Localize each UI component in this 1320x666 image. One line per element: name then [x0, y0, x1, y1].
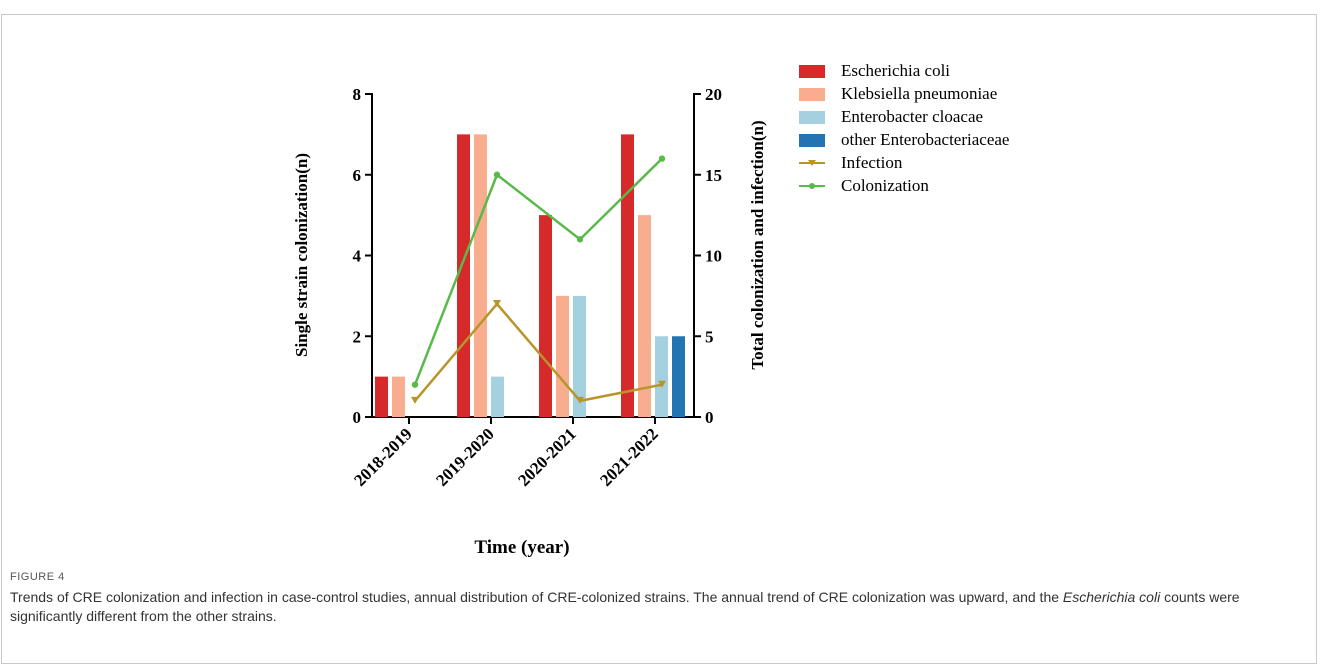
point-infection-2021-2022: [658, 380, 666, 388]
left-tick-label-6: 6: [353, 166, 362, 185]
line-group: [411, 155, 666, 404]
point-infection-2019-2020: [493, 299, 501, 307]
legend-label-colonization: Colonization: [841, 176, 929, 195]
point-colonization-2021-2022: [658, 155, 666, 162]
legend-label-infection: Infection: [841, 153, 903, 172]
bar-other-enterobacteriaceae-2021-2022: [672, 336, 685, 417]
bar-klebsiella-pneumoniae-2021-2022: [638, 215, 651, 417]
bar-klebsiella-pneumoniae-2018-2019: [392, 376, 405, 417]
figure-caption: FIGURE 4 Trends of CRE colonization and …: [10, 571, 1310, 626]
left-tick-label-8: 8: [353, 85, 362, 104]
caption-italic-species: Escherichia coli: [1062, 589, 1161, 605]
chart-axes: 0 2 4 6 8 0 5 10 15 20 2018-2019 2019-2020 2020-2021…: [292, 85, 767, 558]
chart-legend: Escherichia coli Klebsiella pneumoniae Ent…: [799, 61, 1009, 195]
x-tick-label-2021-2022: 2021-2022: [596, 424, 662, 490]
bar-enterobacter-cloacae-2020-2021: [573, 295, 586, 417]
point-infection-2020-2021: [576, 396, 584, 404]
bar-group: [375, 134, 685, 417]
right-tick-label-0: 0: [705, 408, 714, 427]
x-axis-title: Time (year): [474, 537, 569, 558]
legend-label-klebsiella-pneumoniae: Klebsiella pneumoniae: [841, 84, 997, 103]
bar-enterobacter-cloacae-2019-2020: [491, 376, 504, 417]
legend-label-enterobacter-cloacae: Enterobacter cloacae: [841, 107, 983, 126]
bar-klebsiella-pneumoniae-2020-2021: [556, 295, 569, 417]
left-tick-label-2: 2: [353, 327, 362, 346]
legend-label-escherichia-coli: Escherichia coli: [841, 61, 950, 80]
right-tick-label-15: 15: [705, 166, 722, 185]
legend-swatch-klebsiella-pneumoniae: [799, 88, 825, 101]
line-infection: [414, 302, 663, 403]
right-tick-label-10: 10: [705, 247, 722, 266]
combo-chart: 0 2 4 6 8 0 5 10 15 20 2018-2019 2019-2020 2020-2021…: [292, 61, 1009, 558]
legend-swatch-enterobacter-cloacae: [799, 111, 825, 124]
legend-swatch-other-enterobacteriaceae: [799, 134, 825, 147]
bar-enterobacter-cloacae-2021-2022: [655, 336, 668, 417]
caption-text-part2: counts were significantly different from…: [10, 589, 1240, 624]
figure-label: FIGURE 4: [10, 571, 65, 583]
right-tick-label-5: 5: [705, 327, 714, 346]
right-tick-label-20: 20: [705, 85, 722, 104]
legend-marker-infection: [808, 160, 816, 166]
bar-escherichia-coli-2020-2021: [539, 215, 552, 417]
left-tick-label-4: 4: [353, 247, 362, 266]
bar-escherichia-coli-2018-2019: [375, 376, 388, 417]
line-colonization: [413, 157, 663, 386]
left-axis-title: Single strain colonization(n): [292, 153, 311, 357]
bar-klebsiella-pneumoniae-2019-2020: [474, 134, 487, 417]
point-infection-2018-2019: [411, 396, 419, 404]
x-tick-label-2019-2020: 2019-2020: [432, 424, 498, 490]
caption-text: Trends of CRE colonization and infection…: [10, 588, 1310, 626]
legend-label-other-enterobacteriaceae: other Enterobacteriaceae: [841, 130, 1009, 149]
bar-escherichia-coli-2019-2020: [457, 134, 470, 417]
point-colonization-2019-2020: [493, 171, 501, 178]
legend-swatch-escherichia-coli: [799, 65, 825, 78]
legend-marker-colonization: [809, 183, 815, 189]
caption-text-part1: Trends of CRE colonization and infection…: [10, 589, 1063, 605]
left-tick-label-0: 0: [353, 408, 362, 427]
x-tick-label-2018-2019: 2018-2019: [350, 424, 416, 490]
point-colonization-2018-2019: [411, 381, 419, 388]
right-axis-title: Total colonization and infection(n): [748, 120, 767, 369]
point-colonization-2020-2021: [576, 236, 584, 243]
bar-escherichia-coli-2021-2022: [621, 134, 634, 417]
x-tick-label-2020-2021: 2020-2021: [514, 424, 580, 490]
